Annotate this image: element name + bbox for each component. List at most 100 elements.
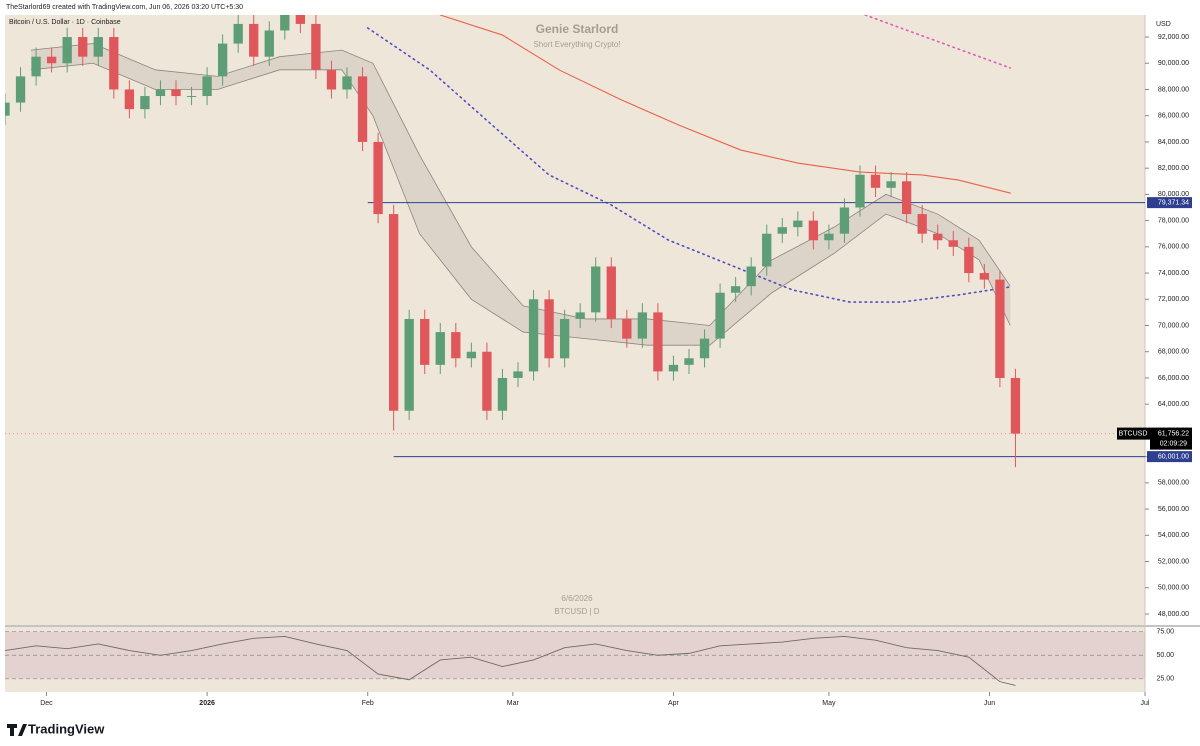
rsi-tick-label: 50.00 (1156, 652, 1174, 659)
level-label-bg (1147, 197, 1192, 209)
y-tick-label: 92,000.00 (1158, 34, 1189, 41)
candle-body (62, 37, 72, 64)
candle-body (964, 246, 974, 274)
candle-body (388, 214, 399, 411)
moving-average (864, 15, 1012, 69)
price-pane (5, 15, 1145, 625)
candle-body (404, 318, 414, 411)
candle-body (497, 377, 508, 411)
watermark-symbol: BTCUSD | D (554, 607, 599, 616)
credit: TheStarlord69 created with TradingView.c… (6, 4, 243, 11)
candle-body (824, 233, 834, 241)
moving-average (439, 15, 1011, 194)
candle-body (591, 266, 601, 313)
candle-body (948, 240, 958, 247)
candle-body (513, 371, 523, 378)
candle-body (855, 174, 865, 208)
candle-body (264, 30, 274, 57)
logo-icon (7, 724, 27, 736)
candle-body (435, 332, 445, 365)
x-tick-label: 2026 (199, 700, 215, 707)
level-label: 79,371.34 (1158, 199, 1189, 206)
candle-body (808, 220, 819, 241)
candle-body (622, 318, 632, 339)
y-tick-label: 66,000.00 (1158, 375, 1189, 382)
y-tick-label: 68,000.00 (1158, 349, 1189, 356)
last-price-bg (1150, 427, 1192, 450)
ribbon-lower (30, 62, 1011, 346)
y-tick-label: 82,000.00 (1158, 165, 1189, 172)
candle-body (933, 233, 943, 241)
candle-body (217, 43, 228, 77)
x-tick-label: Apr (668, 700, 680, 707)
countdown: 02:09:29 (1160, 440, 1187, 447)
rsi-pane (5, 627, 1145, 692)
candle-body (746, 266, 756, 287)
candle-body (730, 286, 741, 293)
candle-body (575, 312, 585, 319)
candle-body (78, 37, 88, 57)
x-tick-label: Mar (507, 700, 520, 707)
last-price-label: 61,756.22 (1158, 430, 1189, 437)
candle-body (901, 181, 912, 215)
candle-body (186, 96, 197, 98)
candle-body (280, 15, 290, 31)
y-tick-label: 48,000.00 (1158, 611, 1189, 618)
candle-body (606, 266, 616, 319)
x-tick-label: Feb (362, 700, 374, 707)
candle-body (699, 338, 710, 359)
candle-body (451, 332, 461, 359)
x-tick-label: May (822, 700, 836, 707)
y-tick-label: 54,000.00 (1158, 532, 1189, 539)
candle-body (373, 141, 383, 215)
y-tick-label: 50,000.00 (1158, 585, 1189, 592)
symbol-title: Bitcoin / U.S. Dollar · 1D · Coinbase (9, 19, 121, 26)
ribbon-upper (30, 43, 1011, 326)
candle-body (109, 37, 119, 90)
candle-body (5, 102, 10, 116)
watermark-date: 6/6/2026 (561, 594, 593, 603)
symbol-tag-bg (1117, 427, 1150, 440)
candle-body (995, 279, 1005, 378)
y-tick-label: 58,000.00 (1158, 480, 1189, 487)
candle-body (31, 56, 41, 77)
y-tick-label: 52,000.00 (1158, 558, 1189, 565)
y-tick-label: 86,000.00 (1158, 113, 1189, 120)
candle-body (357, 76, 368, 142)
logo: TradingView (7, 721, 105, 736)
candle-body (528, 299, 539, 372)
candle-body (420, 318, 430, 365)
overlay: 92,000.00 90,000.00 88,000.00 86,000.00 84,0… (4, 34, 1192, 707)
candle-body (559, 318, 570, 359)
candle-body (15, 76, 26, 103)
logo-text: TradingView (28, 721, 105, 736)
x-tick-label: Dec (40, 700, 53, 707)
moving-average (366, 27, 1012, 303)
candle-body (155, 89, 166, 97)
y-tick-label: 88,000.00 (1158, 86, 1189, 93)
candle-body (793, 220, 803, 228)
candle-body (249, 23, 259, 57)
x-tick-label: Jul (1141, 700, 1150, 707)
candle-body (684, 358, 694, 365)
y-tick-label: 84,000.00 (1158, 139, 1189, 146)
plot (5, 15, 1145, 468)
candle-body (544, 299, 554, 359)
rsi-tick-label: 75.00 (1156, 629, 1174, 636)
watermark-subtitle: Short Everything Crypto! (533, 40, 620, 49)
y-tick-label: 70,000.00 (1158, 322, 1189, 329)
candle-body (839, 207, 850, 234)
currency: USD (1156, 21, 1171, 28)
candle-body (762, 233, 772, 267)
level-label-bg (1147, 451, 1192, 463)
candle-body (140, 96, 150, 110)
candle-body (637, 312, 648, 339)
candle-body (886, 181, 896, 188)
candle-body (233, 23, 243, 44)
candle-body (777, 227, 787, 234)
x-tick-label: Jun (984, 700, 995, 707)
y-tick-label: 56,000.00 (1158, 506, 1189, 513)
candle-body (311, 23, 321, 70)
rsi-tick-label: 25.00 (1156, 676, 1174, 683)
